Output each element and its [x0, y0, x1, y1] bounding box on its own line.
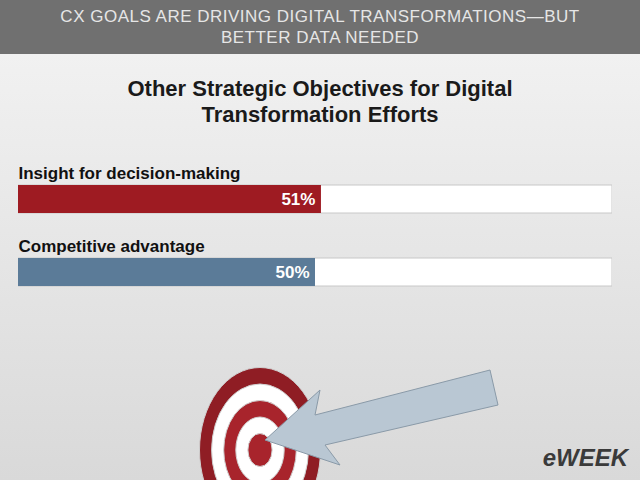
html-text:Other Strategic Objectives for: Other Strategic Objectives for Digital T…	[127, 76, 513, 127]
html-text:CX GOALS ARE DRIVING DIGITAL T: CX GOALS ARE DRIVING DIGITAL TRANSFORMAT…	[60, 7, 580, 47]
svg-text:50%: 50%	[275, 263, 309, 282]
svg-text:Insight for decision-making: Insight for decision-making	[19, 164, 241, 183]
html-text:eWEEK: eWEEK	[542, 444, 628, 471]
svg-text:51%: 51%	[281, 190, 315, 209]
svg-text:Competitive advantage: Competitive advantage	[19, 237, 205, 256]
